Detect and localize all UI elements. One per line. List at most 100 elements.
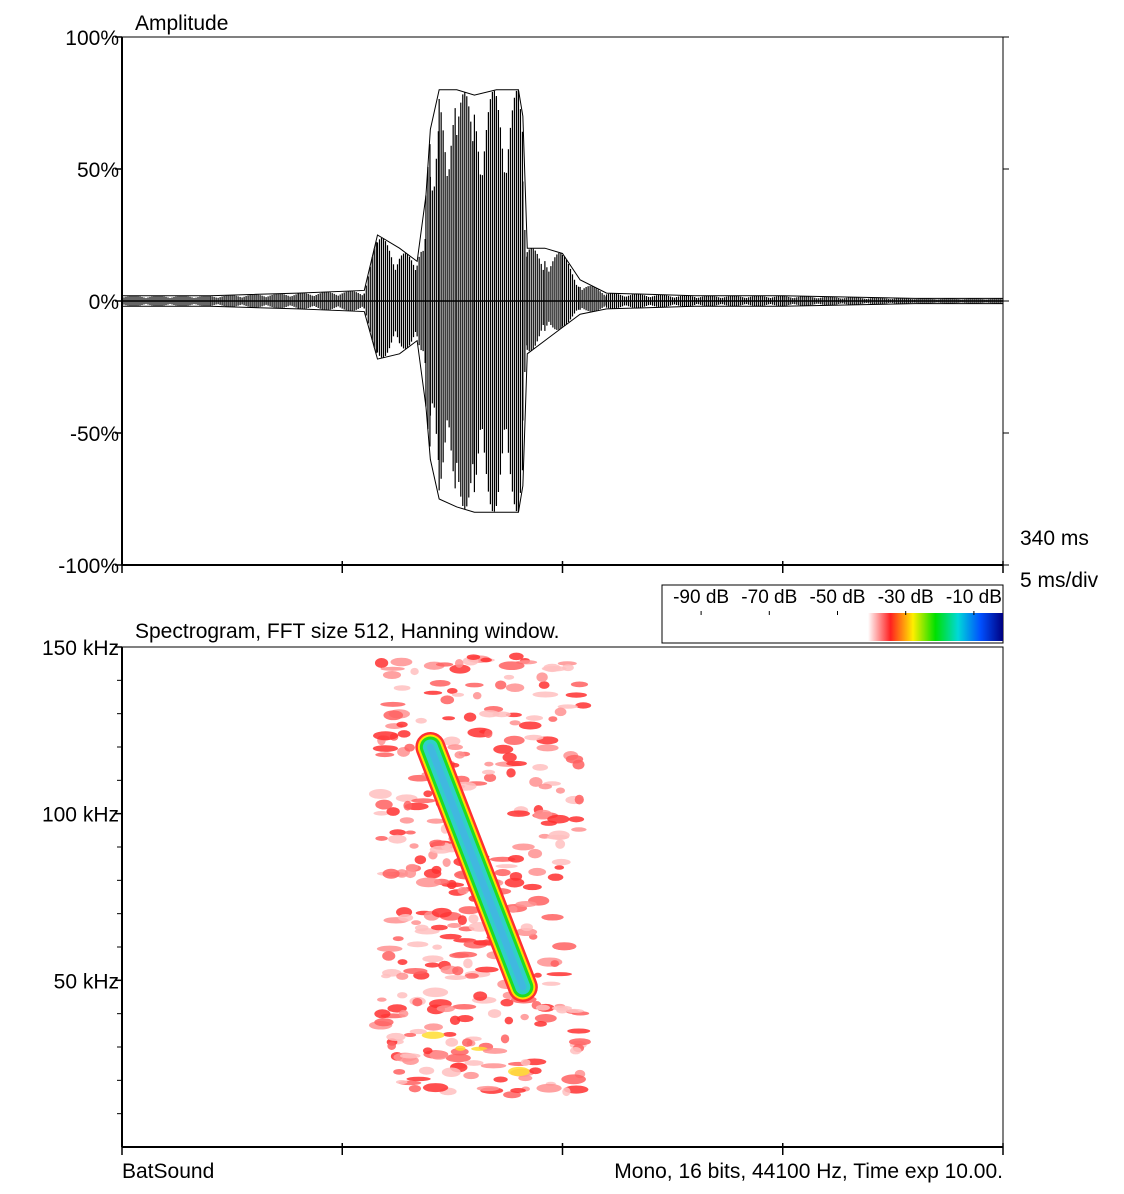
noise-speckle [515, 928, 538, 937]
noise-speckle [383, 710, 404, 721]
noise-speckle [533, 809, 553, 820]
y-tick-label: 100% [65, 27, 119, 50]
y-tick-label: 50% [77, 159, 119, 182]
noise-speckle [543, 663, 561, 673]
waveform-segment [363, 241, 377, 354]
noise-speckle [395, 1080, 408, 1085]
noise-speckle [567, 1028, 591, 1034]
noise-speckle [565, 754, 584, 764]
noise-speckle [555, 787, 565, 794]
noise-speckle [423, 690, 443, 695]
noise-speckle [396, 972, 409, 980]
noise-speckle [443, 1031, 457, 1037]
noise-speckle [452, 1004, 477, 1010]
noise-speckle [396, 721, 408, 728]
noise-speckle [386, 1032, 406, 1042]
noise-speckle [411, 920, 422, 926]
noise-speckle [548, 830, 570, 840]
noise-speckle [451, 692, 465, 697]
noise-speckle [397, 992, 408, 999]
noise-speckle [454, 658, 464, 668]
noise-speckle [493, 744, 514, 754]
noise-speckle [546, 972, 573, 977]
noise-speckle [471, 1046, 488, 1051]
noise-speckle [411, 798, 436, 804]
noise-speckle [504, 877, 525, 888]
noise-speckle [500, 998, 514, 1007]
noise-speckle [456, 1015, 474, 1023]
noise-speckle [557, 704, 578, 709]
noise-speckle [452, 966, 464, 976]
noise-speckle [382, 670, 402, 680]
waveform-title: Amplitude [135, 12, 228, 35]
noise-speckle [414, 855, 427, 865]
waveform-segment [429, 131, 439, 460]
noise-speckle [507, 855, 524, 863]
noise-speckle [493, 1076, 508, 1083]
noise-speckle [524, 734, 544, 741]
noise-speckle [410, 667, 419, 676]
noise-speckle [424, 1023, 443, 1031]
noise-speckle [520, 1013, 529, 1021]
noise-speckle [536, 744, 559, 752]
noise-speckle [482, 1048, 508, 1054]
noise-speckle [454, 751, 465, 759]
noise-speckle [415, 717, 427, 724]
division-label: 5 ms/div [1020, 569, 1099, 592]
noise-speckle [368, 788, 392, 799]
noise-speckle [381, 973, 391, 979]
call-sweep [415, 732, 538, 1002]
noise-speckle [562, 664, 574, 672]
waveform-segment [398, 253, 417, 349]
noise-speckle [409, 843, 419, 849]
noise-speckle [412, 998, 423, 1007]
waveform-segment [121, 295, 211, 307]
noise-speckle [422, 955, 444, 963]
noise-speckle [389, 829, 407, 836]
noise-speckle [374, 1018, 394, 1027]
noise-speckle [534, 1013, 557, 1023]
noise-speckle [375, 835, 388, 841]
noise-speckle [473, 991, 488, 1001]
noise-speckle [429, 845, 453, 854]
envelope [122, 303, 1003, 513]
noise-speckle [476, 1085, 500, 1092]
noise-speckle [506, 768, 516, 778]
noise-speckle [527, 848, 543, 859]
noise-speckle [569, 1046, 582, 1055]
noise-speckle [422, 987, 449, 998]
noise-speckle [403, 800, 412, 811]
waveform-segment [517, 90, 524, 512]
noise-speckle [436, 1005, 455, 1013]
noise-speckle [445, 1037, 459, 1047]
noise-speckle [555, 839, 566, 849]
noise-speckle [568, 1038, 591, 1046]
noise-speckle [418, 1066, 435, 1075]
noise-speckle [472, 692, 482, 700]
waveform-segment [579, 285, 607, 312]
waveform-segment [416, 238, 426, 364]
noise-speckle [429, 839, 446, 847]
noise-speckle [377, 997, 387, 1002]
noise-speckle [500, 1034, 510, 1044]
noise-speckle [445, 1053, 471, 1063]
noise-speckle [465, 682, 484, 688]
noise-speckle [387, 1041, 397, 1050]
noise-speckle [495, 864, 518, 869]
noise-speckle [457, 886, 469, 895]
y-tick-label: -100% [58, 555, 119, 578]
noise-speckle [392, 936, 404, 942]
noise-speckle [509, 652, 524, 661]
noise-speckle [520, 1059, 531, 1066]
noise-speckle [447, 923, 462, 928]
noise-speckle [480, 1063, 507, 1069]
noise-speckle [536, 672, 548, 683]
waveform-segment [544, 253, 562, 331]
colorbar-label: -50 dB [810, 587, 866, 608]
noise-speckle [404, 868, 417, 879]
format-info: Mono, 16 bits, 44100 Hz, Time exp 10.00. [614, 1160, 1003, 1183]
noise-speckle [498, 661, 525, 671]
noise-speckle [373, 811, 390, 816]
noise-speckle [480, 657, 492, 663]
noise-speckle [520, 923, 533, 932]
